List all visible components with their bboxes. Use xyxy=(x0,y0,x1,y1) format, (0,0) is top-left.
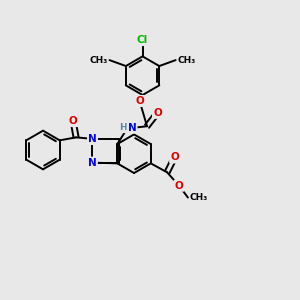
Text: Cl: Cl xyxy=(137,35,148,45)
Text: CH₃: CH₃ xyxy=(189,193,208,202)
Text: N: N xyxy=(128,123,136,133)
Text: O: O xyxy=(135,96,144,106)
Text: N: N xyxy=(88,134,97,144)
Text: H: H xyxy=(119,123,127,132)
Text: O: O xyxy=(175,181,183,191)
Text: CH₃: CH₃ xyxy=(177,56,195,64)
Text: CH₃: CH₃ xyxy=(90,56,108,64)
Text: O: O xyxy=(170,152,179,162)
Text: N: N xyxy=(88,134,97,144)
Text: O: O xyxy=(69,116,77,126)
Text: N: N xyxy=(88,158,97,168)
Text: O: O xyxy=(153,108,162,118)
